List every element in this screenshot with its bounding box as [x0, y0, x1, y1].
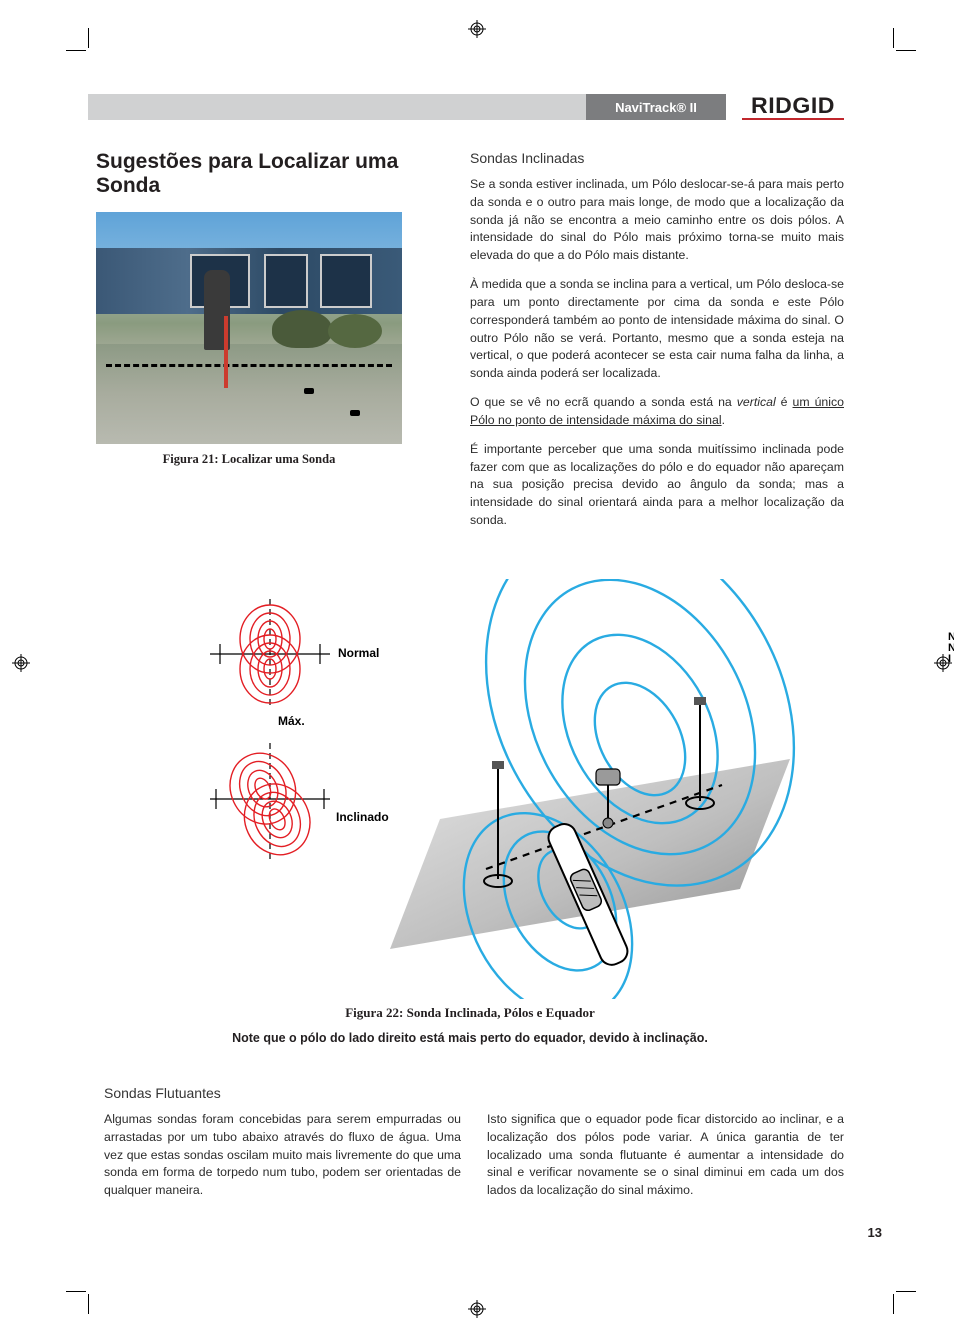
crop-mark [88, 1294, 89, 1314]
figure-21-photo [96, 212, 402, 444]
registration-mark-icon [468, 1300, 486, 1318]
floating-heading: Sondas Flutuantes [104, 1085, 844, 1101]
crop-mark [893, 28, 894, 48]
tilted-p4: É importante perceber que uma sonda muit… [470, 441, 844, 530]
registration-mark-icon [12, 654, 30, 672]
page: NaviTrack® II RIDGID Sugestões para Loca… [88, 50, 894, 1274]
crop-mark [896, 1291, 916, 1292]
brand-logo-underline [742, 118, 844, 120]
figure-22-caption: Figura 22: Sonda Inclinada, Pólos e Equa… [345, 1005, 595, 1021]
header-bar-light [88, 94, 586, 120]
crop-mark [66, 1291, 86, 1292]
page-title: Sugestões para Localizar uma Sonda [96, 150, 444, 198]
brand-logo-text: RIDGID [751, 95, 835, 117]
crop-mark [893, 1294, 894, 1314]
floating-p-right: Isto significa que o equador pode ficar … [487, 1111, 844, 1200]
side-clipped-text: NNI [948, 632, 954, 665]
floating-p-left: Algumas sondas foram concebidas para ser… [104, 1111, 461, 1200]
tilted-p1: Se a sonda estiver inclinada, um Pólo de… [470, 176, 844, 265]
figure-22-note: Note que o pólo do lado direito está mai… [232, 1031, 708, 1045]
tilted-heading: Sondas Inclinadas [470, 150, 844, 166]
diagram-label-inclinado: Inclinado [336, 810, 389, 824]
brand-logo: RIDGID [742, 95, 844, 120]
diagram-label-normal: Normal [338, 646, 379, 660]
page-number: 13 [868, 1225, 882, 1240]
diagram-label-max: Máx. [278, 714, 305, 728]
tilted-p3: O que se vê no ecrã quando a sonda está … [470, 394, 844, 430]
tilted-p2: À medida que a sonda se inclina para a v… [470, 276, 844, 383]
product-name: NaviTrack® II [586, 94, 726, 120]
registration-mark-icon [468, 20, 486, 38]
header-bar: NaviTrack® II RIDGID [88, 94, 844, 120]
figure-22-diagram: Normal Máx. [96, 579, 844, 1045]
crop-mark [896, 50, 916, 51]
crop-mark [66, 50, 86, 51]
figure-21-caption: Figura 21: Localizar uma Sonda [96, 452, 402, 467]
crop-mark [88, 28, 89, 48]
